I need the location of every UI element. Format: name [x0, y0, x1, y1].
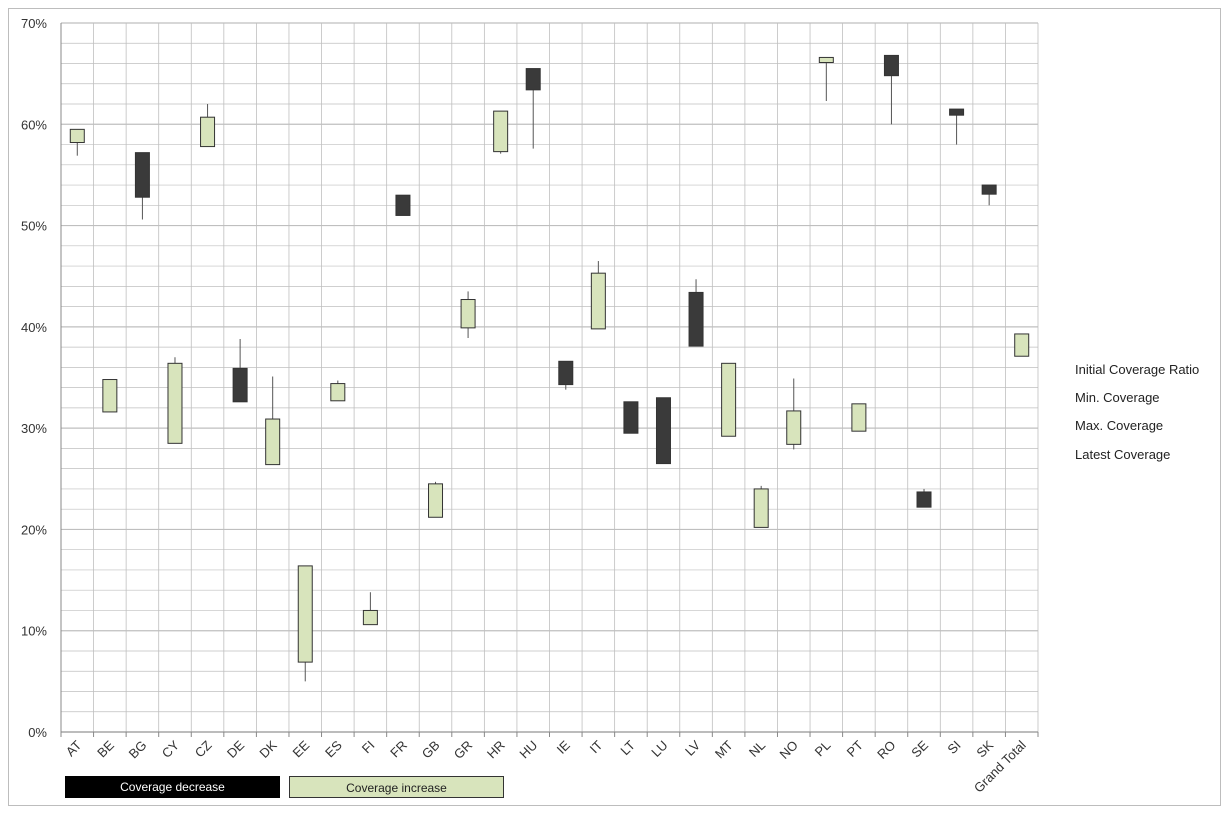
candle-body-decrease [916, 491, 932, 508]
legend-min-coverage: Min. Coverage [1075, 390, 1160, 405]
candle-body-increase [167, 362, 183, 444]
candle-body-decrease [688, 291, 704, 347]
candle-layer [69, 54, 1030, 682]
candle-body-increase [102, 379, 118, 413]
candle-body-increase [265, 418, 281, 466]
candle-body-increase [200, 116, 216, 148]
x-tick-label: DE [224, 737, 248, 761]
candle-body-decrease [525, 68, 541, 91]
candle-body-increase [460, 299, 476, 329]
y-tick-label: 30% [21, 421, 47, 436]
axis-layer [60, 23, 1039, 737]
legend-initial-coverage: Initial Coverage Ratio [1075, 362, 1200, 377]
x-tick-label: EE [290, 737, 313, 760]
candle-body-increase [851, 403, 867, 432]
candle-body-decrease [395, 194, 411, 216]
x-tick-label: LV [682, 737, 703, 758]
candle-body-decrease [883, 54, 899, 77]
x-tick-label: CY [159, 737, 183, 761]
x-tick-label: IE [554, 737, 574, 757]
candle-body-increase [297, 565, 313, 663]
x-tick-label: BE [94, 737, 117, 760]
y-tick-label: 40% [21, 320, 47, 335]
candle-body-increase [753, 488, 769, 528]
x-tick-label: FI [359, 738, 378, 757]
candle-body-decrease [949, 108, 965, 116]
x-tick-label: SI [944, 738, 963, 757]
x-tick-label: NL [746, 738, 768, 760]
x-tick-label: PL [812, 738, 834, 760]
x-tick-label: HR [484, 738, 508, 762]
x-tick-label: SE [908, 737, 931, 760]
candle-body-decrease [134, 152, 150, 198]
x-tick-label: NO [776, 738, 800, 762]
x-tick-label: AT [63, 737, 85, 759]
x-tick-label: BG [126, 738, 150, 762]
y-tick-label: 60% [21, 117, 47, 132]
x-tick-label: LT [617, 737, 638, 758]
x-tick-label: ES [322, 737, 345, 760]
x-tick-label: MT [712, 737, 736, 761]
x-tick-label: SK [973, 737, 996, 760]
candle-body-decrease [623, 401, 639, 434]
x-tick-label: CZ [192, 737, 215, 760]
y-tick-label: 20% [21, 522, 47, 537]
candle-body-increase [786, 410, 802, 445]
x-tick-label: LU [648, 738, 670, 760]
legend-latest-coverage: Latest Coverage [1075, 447, 1171, 462]
y-tick-label: 50% [21, 219, 47, 234]
x-tick-label: DK [256, 737, 280, 761]
candle-body-increase [493, 110, 509, 153]
candle-body-increase [69, 128, 85, 144]
legend-max-coverage: Max. Coverage [1075, 418, 1164, 433]
candle-body-increase [1014, 333, 1030, 357]
key-coverage-decrease: Coverage decrease [65, 776, 280, 798]
x-tick-label: GB [419, 738, 443, 762]
x-tick-label: PT [844, 737, 866, 759]
candle-body-increase [818, 56, 834, 64]
x-tick-label: FR [387, 738, 410, 761]
x-tick-label: IT [587, 737, 606, 756]
x-tick-label: HU [516, 738, 540, 762]
candle-body-decrease [655, 397, 671, 465]
candle-body-increase [362, 609, 378, 626]
y-tick-label: 10% [21, 624, 47, 639]
x-tick-label: GR [451, 738, 475, 762]
candle-body-increase [428, 483, 444, 518]
chart-frame [8, 8, 1221, 806]
candle-body-decrease [981, 184, 997, 195]
key-coverage-increase: Coverage increase [289, 776, 504, 798]
y-tick-label: 0% [28, 725, 47, 740]
candle-body-increase [590, 272, 606, 330]
candle-body-decrease [558, 360, 574, 386]
candle-body-increase [721, 362, 737, 437]
x-tick-label: RO [874, 738, 898, 762]
candle-body-increase [330, 383, 346, 402]
candle-body-decrease [232, 367, 248, 403]
y-tick-label: 70% [21, 16, 47, 31]
